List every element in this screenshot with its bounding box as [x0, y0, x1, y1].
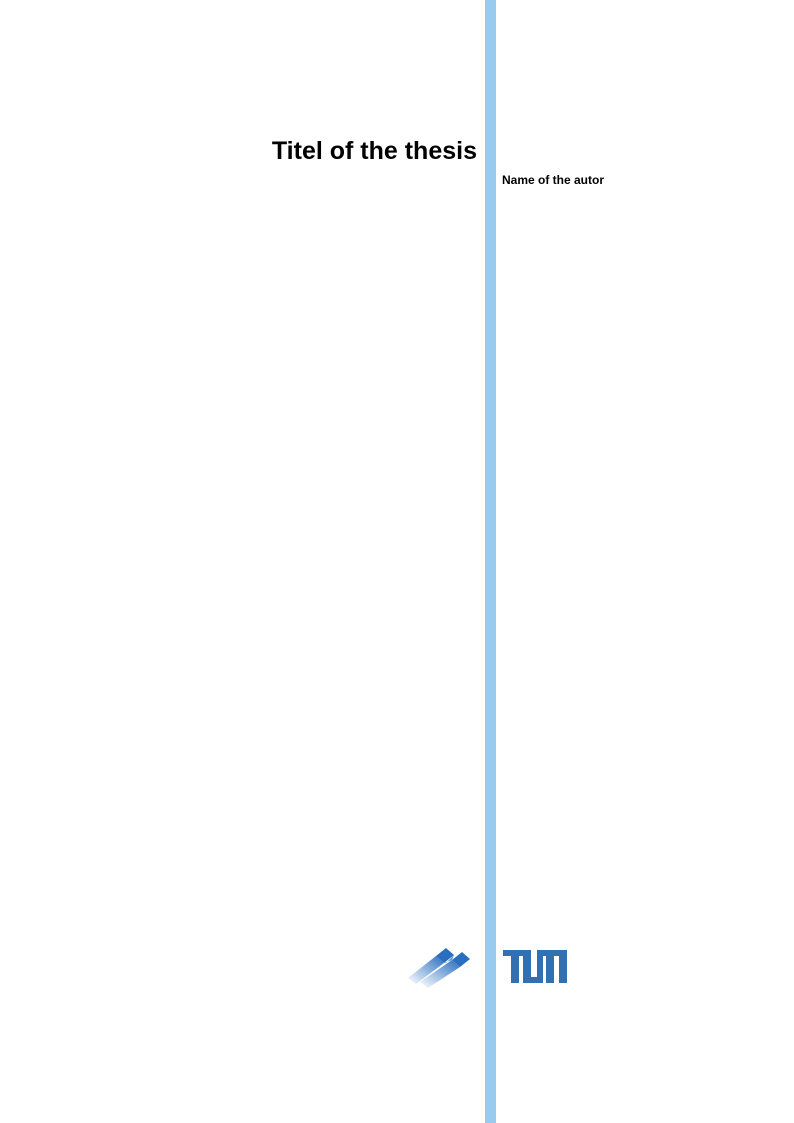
author-name: Name of the autor	[502, 173, 605, 187]
thesis-title: Titel of the thesis	[271, 137, 477, 165]
tum-logo	[503, 950, 567, 983]
faculty-logo	[408, 948, 470, 988]
vertical-accent-bar	[485, 0, 496, 1123]
